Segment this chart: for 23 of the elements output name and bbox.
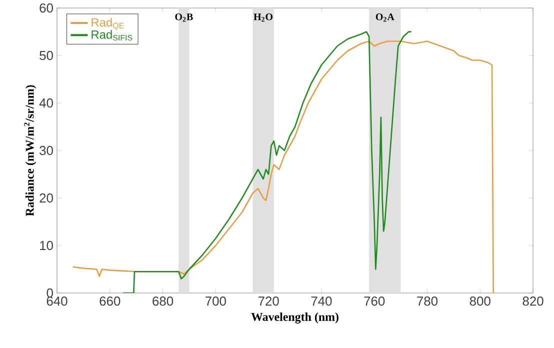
x-tick-label: 680 — [152, 296, 174, 306]
x-tick-label: 740 — [311, 296, 332, 306]
x-tick-label: 660 — [100, 296, 120, 306]
x-tick-label: 820 — [522, 296, 544, 306]
text: Rad$_{SIFIS}$ — [92, 30, 132, 41]
band-label: O$_{2}$A — [376, 14, 394, 22]
band-label: O$_{2}$B — [175, 14, 193, 22]
x-tick-label: 700 — [206, 296, 226, 306]
y-tick-label: 40 — [39, 98, 53, 108]
x-axis-title: Wavelength (nm) — [251, 312, 338, 324]
y-tick-label: 10 — [40, 240, 53, 250]
y-tick-label: 30 — [40, 146, 53, 156]
y-tick-label: 20 — [40, 193, 53, 203]
x-tick-label: 760 — [364, 296, 385, 306]
x-tick-label: 800 — [470, 296, 490, 306]
band-label: H$_{2}$O — [254, 14, 273, 22]
y-tick-label: 60 — [40, 3, 53, 13]
y-axis-title: Radiance (mW/m$^{2}$/sr/nm) — [24, 85, 36, 216]
y-tick-label: 50 — [40, 50, 53, 60]
x-tick-label: 780 — [417, 296, 438, 306]
x-tick-label: 720 — [258, 296, 279, 306]
x-tick-label: 640 — [46, 296, 68, 306]
text: Rad$_{QE}$ — [92, 18, 124, 30]
